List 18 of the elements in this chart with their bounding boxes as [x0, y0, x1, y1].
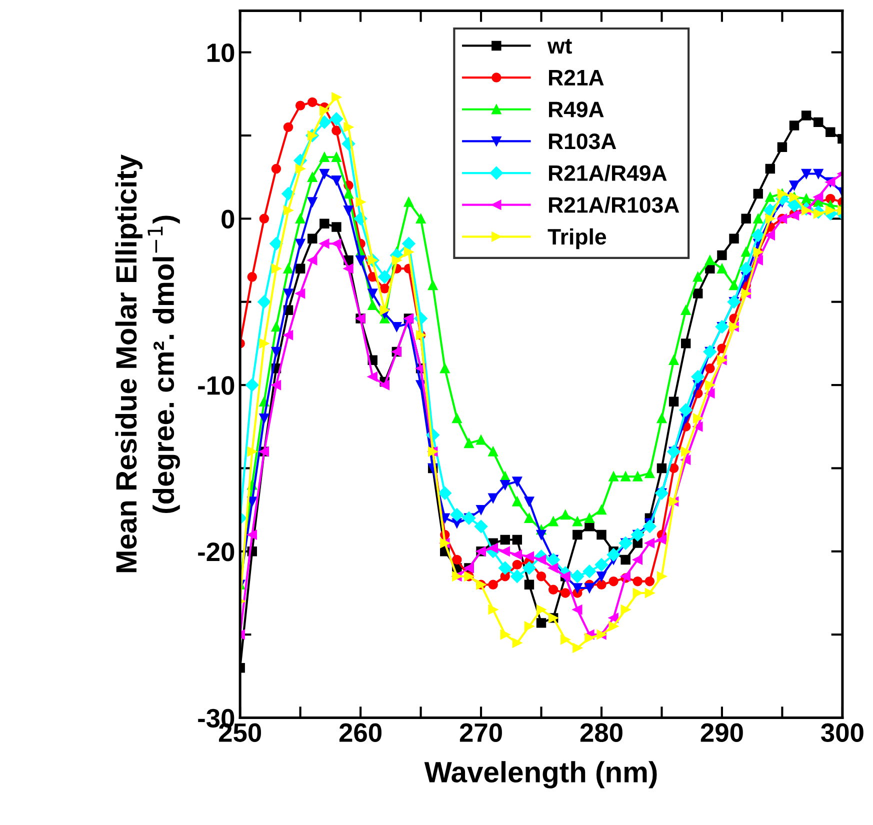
legend-label: R21A/R49A: [549, 164, 667, 182]
legend-label: R21A: [549, 70, 604, 86]
legend-label: wt: [547, 39, 572, 54]
legend-label: R49A: [549, 102, 604, 118]
x-tick-label: 260: [339, 723, 382, 742]
x-tick-label: 290: [700, 723, 743, 742]
x-tick-label: 300: [821, 723, 864, 742]
y-tick-label: 0: [222, 210, 234, 228]
legend-label: Triple: [548, 228, 606, 250]
y-tick-label: 10: [208, 43, 234, 62]
y-tick-label: -20: [198, 542, 234, 562]
y-tick-label: -10: [198, 376, 234, 395]
y-axis-title: Mean Residue Molar Ellipticity (degree. cm². dmol$^{−1}$): [115, 154, 180, 572]
legend-label: R103A: [549, 133, 616, 150]
x-axis-title: Wavelength (nm): [424, 761, 657, 788]
x-tick-label: 280: [580, 723, 622, 742]
legend-label: R21A/R103A: [549, 196, 680, 214]
x-tick-label: 270: [460, 723, 502, 742]
